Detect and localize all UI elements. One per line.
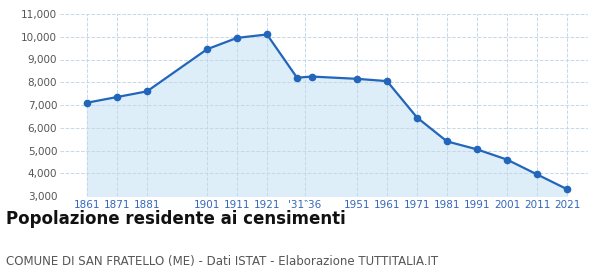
Text: Popolazione residente ai censimenti: Popolazione residente ai censimenti [6, 210, 346, 228]
Text: COMUNE DI SAN FRATELLO (ME) - Dati ISTAT - Elaborazione TUTTITALIA.IT: COMUNE DI SAN FRATELLO (ME) - Dati ISTAT… [6, 255, 438, 268]
